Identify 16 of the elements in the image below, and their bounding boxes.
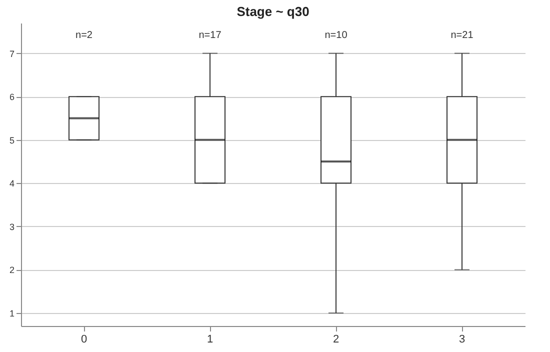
x-tick-label: 0 (80, 334, 88, 346)
y-tick-label: 2 (9, 265, 14, 276)
chart-title: Stage ~ q30 (236, 4, 310, 19)
annotation: n=2 (76, 30, 93, 41)
y-tick-label: 1 (9, 308, 14, 319)
y-tick-label: 3 (9, 222, 14, 232)
x-tick-label: 3 (458, 334, 466, 346)
x-tick-label: 1 (206, 334, 214, 346)
y-tick-label: 5 (9, 135, 14, 146)
x-tick-label: 2 (332, 334, 340, 346)
annotation: n=17 (198, 30, 222, 41)
y-tick-label: 4 (9, 178, 14, 189)
y-tick-label: 7 (9, 48, 14, 59)
annotation: n=21 (450, 30, 474, 41)
annotation: n=10 (324, 30, 348, 41)
y-tick-label: 6 (9, 92, 14, 102)
